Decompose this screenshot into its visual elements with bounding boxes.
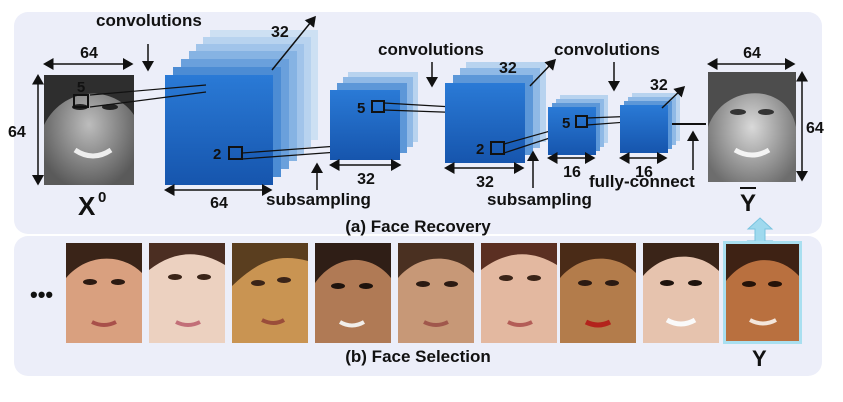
output-symbol: Y	[740, 190, 756, 217]
input-kernel-label: 5	[77, 79, 85, 96]
output-height-label: 64	[806, 120, 824, 137]
selection-caption: (b) Face Selection	[345, 347, 490, 366]
input-kernel-box	[73, 94, 89, 108]
layer3-kernel-box	[490, 141, 505, 155]
subsampling2-label: subsampling	[487, 190, 592, 209]
face-7	[560, 243, 636, 343]
output-width-label: 64	[743, 45, 761, 62]
layer3-kernel-label: 2	[476, 141, 484, 158]
layer4-kernel-box	[575, 115, 588, 128]
face-6	[481, 243, 557, 343]
output-face	[708, 72, 796, 182]
layer1-kernel-label: 2	[213, 146, 221, 163]
layer3-width-label: 32	[476, 174, 494, 191]
layer3-stack	[445, 62, 546, 163]
target-symbol: Y	[752, 346, 767, 371]
layer2-stack	[330, 72, 418, 160]
layer2-width-label: 32	[357, 171, 375, 188]
input-superscript: 0	[98, 189, 106, 206]
layer4-stack	[548, 95, 608, 155]
layer3-depth-label: 32	[499, 60, 517, 77]
ellipsis: •••	[30, 282, 53, 307]
face-5	[398, 243, 474, 343]
face-2	[149, 243, 225, 343]
fully-connect-label: fully-connect	[589, 172, 695, 191]
input-face	[44, 75, 134, 185]
face-1	[66, 243, 142, 343]
input-height-label: 64	[8, 124, 26, 141]
conv2-label: convolutions	[378, 40, 484, 59]
face-9-target	[723, 241, 802, 344]
input-width-label: 64	[80, 45, 98, 62]
layer5-stack	[620, 93, 680, 153]
layer1-stack	[165, 30, 318, 185]
layer1-width-label: 64	[210, 195, 228, 212]
layer2-kernel-box	[371, 100, 385, 113]
conv3-label: convolutions	[554, 40, 660, 59]
conv1-label: convolutions	[96, 11, 202, 30]
recovery-caption: (a) Face Recovery	[345, 217, 491, 236]
layer4-width-label: 16	[563, 164, 581, 181]
layer5-width-label: 16	[635, 164, 653, 181]
layer5-depth-label: 32	[650, 77, 668, 94]
subsampling1-label: subsampling	[266, 190, 371, 209]
input-symbol: X	[78, 191, 96, 221]
layer1-depth-label: 32	[271, 24, 289, 41]
face-4	[315, 243, 391, 343]
layer4-kernel-label: 5	[562, 115, 570, 132]
layer2-kernel-label: 5	[357, 100, 365, 117]
face-3	[232, 243, 308, 343]
face-8	[643, 243, 719, 343]
